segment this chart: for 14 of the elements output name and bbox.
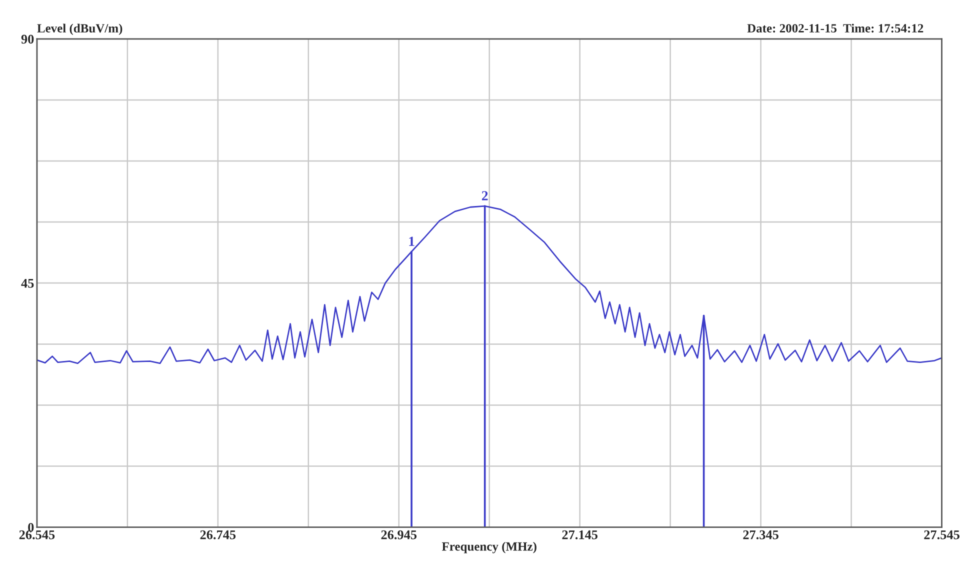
x-tick-label: 26.945 bbox=[381, 530, 417, 540]
y-axis-title: Level (dBuV/m) bbox=[37, 24, 122, 36]
y-tick-label: 45 bbox=[21, 278, 34, 288]
x-axis-title: Frequency (MHz) bbox=[442, 542, 536, 554]
y-tick-label: 90 bbox=[21, 34, 34, 44]
chart-subtitle: Date: 2002-11-15 Time: 17:54:12 bbox=[747, 24, 924, 33]
y-tick-label: 0 bbox=[28, 522, 34, 532]
x-tick-label: 27.345 bbox=[743, 530, 778, 540]
x-tick-label: 26.745 bbox=[200, 530, 236, 540]
x-tick-label: 26.545 bbox=[19, 530, 55, 540]
annotation: 1 bbox=[409, 236, 414, 246]
x-tick-label: 27.545 bbox=[924, 530, 960, 540]
x-tick-label: 27.145 bbox=[562, 530, 598, 540]
annotation: 2 bbox=[482, 191, 488, 200]
